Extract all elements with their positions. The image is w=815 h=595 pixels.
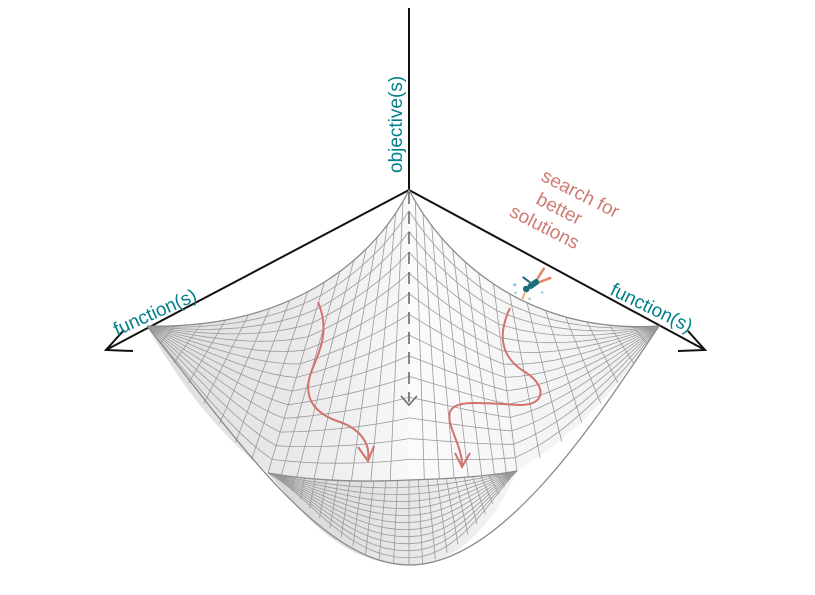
mesh-line bbox=[408, 313, 660, 365]
vertical-axis-label: objective(s) bbox=[386, 76, 407, 173]
mesh-line bbox=[146, 325, 410, 448]
search-paths bbox=[307, 301, 542, 470]
surface-right-wall bbox=[409, 190, 659, 480]
objective-surface bbox=[146, 188, 661, 566]
diver-icon bbox=[513, 267, 552, 301]
mesh-line bbox=[408, 272, 660, 344]
mesh-line bbox=[267, 470, 518, 545]
mesh-line bbox=[267, 470, 518, 489]
mesh-line bbox=[408, 251, 660, 336]
surface-front-wall bbox=[268, 471, 517, 565]
mesh-line bbox=[408, 325, 660, 445]
surface-left-wall bbox=[147, 190, 409, 482]
surface-rim-curve bbox=[267, 470, 518, 482]
right-axis-line bbox=[408, 189, 706, 351]
search-note: search for better solutions bbox=[506, 166, 623, 254]
right-axis-arrowhead bbox=[677, 330, 708, 352]
mesh-line bbox=[146, 293, 410, 352]
mesh-line bbox=[267, 470, 518, 538]
mesh-line bbox=[408, 325, 660, 418]
surface-mesh-front bbox=[267, 470, 518, 565]
mesh-line bbox=[146, 325, 410, 464]
mesh-line bbox=[267, 470, 518, 523]
mesh-line bbox=[146, 251, 410, 335]
mesh-line bbox=[146, 325, 410, 378]
mesh-line bbox=[267, 470, 518, 552]
mesh-line bbox=[408, 325, 660, 432]
mesh-line bbox=[408, 325, 660, 461]
gradient-descent-arrow bbox=[400, 192, 418, 407]
search-path-left-arrowhead bbox=[357, 445, 375, 464]
mesh-line bbox=[146, 272, 410, 342]
search-path-right bbox=[448, 307, 542, 466]
mesh-line bbox=[408, 293, 660, 353]
search-path-left bbox=[307, 301, 370, 459]
mesh-line bbox=[408, 325, 660, 378]
mesh-line bbox=[146, 210, 410, 328]
mesh-line bbox=[408, 231, 660, 332]
mesh-line bbox=[267, 470, 518, 502]
mesh-line bbox=[408, 325, 660, 392]
mesh-line bbox=[408, 210, 660, 329]
mesh-line bbox=[146, 325, 410, 392]
mesh-line bbox=[267, 470, 518, 509]
surface-mesh-back bbox=[146, 201, 660, 482]
mesh-line bbox=[146, 325, 410, 406]
axes bbox=[103, 8, 708, 352]
mesh-line bbox=[267, 470, 518, 516]
mesh-line bbox=[146, 313, 410, 365]
mesh-line bbox=[267, 470, 518, 496]
search-path-right-arrowhead bbox=[454, 452, 471, 470]
mesh-line bbox=[267, 470, 518, 531]
surface-outline bbox=[146, 188, 661, 566]
left-axis-arrowhead bbox=[103, 329, 134, 352]
mesh-line bbox=[146, 325, 410, 419]
mesh-line bbox=[146, 325, 410, 433]
mesh-line bbox=[267, 470, 518, 559]
left-axis-line bbox=[105, 189, 410, 351]
mesh-line bbox=[146, 231, 410, 330]
